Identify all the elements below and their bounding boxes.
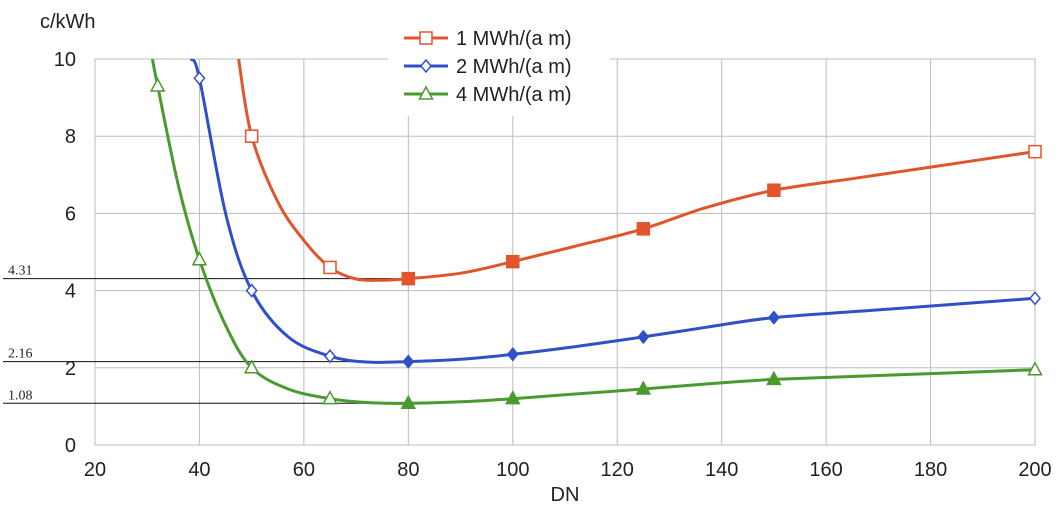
legend-marker xyxy=(420,58,432,74)
annotation-label: 1.08 xyxy=(8,388,33,403)
axis-layer: 20 40 60 80 100 120 140 160 180 200 0 2 4 6 8 10 xyxy=(54,49,1052,481)
x-tick-label: 140 xyxy=(705,459,738,481)
data-point xyxy=(766,370,782,386)
y-tick-label: 2 xyxy=(65,358,76,380)
annotation-layer: 4.31 2.16 1.08 xyxy=(3,264,409,404)
y-axis-title: c/kWh xyxy=(40,11,96,33)
series-line xyxy=(237,59,1036,282)
data-point xyxy=(244,129,259,143)
data-point xyxy=(1027,361,1043,376)
data-point xyxy=(243,359,260,374)
y-tick-label: 6 xyxy=(65,203,76,225)
legend-marker xyxy=(418,85,434,100)
x-tick-label: 60 xyxy=(293,459,315,481)
series-line xyxy=(189,59,1036,364)
data-point xyxy=(636,222,651,236)
data-point xyxy=(635,380,652,395)
data-point xyxy=(506,254,520,269)
data-point xyxy=(767,183,781,197)
legend-marker xyxy=(419,31,433,45)
x-tick-label: 160 xyxy=(809,459,842,481)
y-tick-label: 8 xyxy=(65,126,76,148)
x-tick-label: 200 xyxy=(1018,459,1051,481)
data-point xyxy=(767,310,780,325)
legend-label: 1 MWh/(a m) xyxy=(456,28,572,50)
data-point xyxy=(505,390,521,405)
annotation-label: 2.16 xyxy=(8,347,33,362)
data-point xyxy=(193,71,206,86)
x-tick-label: 120 xyxy=(601,459,634,481)
series-1 xyxy=(237,59,1036,282)
x-tick-label: 80 xyxy=(397,459,419,481)
x-tick-label: 100 xyxy=(496,459,529,481)
data-point xyxy=(1029,291,1041,306)
data-point xyxy=(506,347,519,362)
data-point xyxy=(637,329,650,345)
data-point xyxy=(402,354,415,369)
series-line xyxy=(150,59,1036,405)
legend-label: 2 MWh/(a m) xyxy=(456,56,572,78)
annotation-label: 4.31 xyxy=(8,264,33,279)
legend: 1 MWh/(a m) 2 MWh/(a m) 4 MWh/(a m) xyxy=(388,22,610,116)
series-2-markers xyxy=(193,71,1041,369)
series-layer xyxy=(149,59,1043,410)
data-point xyxy=(1028,144,1042,159)
legend-label: 4 MWh/(a m) xyxy=(456,84,572,106)
data-point xyxy=(322,390,338,405)
data-point xyxy=(324,349,336,364)
data-point xyxy=(323,260,337,275)
y-tick-label: 0 xyxy=(65,435,76,457)
series-3-markers xyxy=(149,77,1043,410)
x-tick-label: 40 xyxy=(188,459,210,481)
y-tick-label: 10 xyxy=(54,49,76,71)
series-2 xyxy=(189,59,1036,364)
series-3 xyxy=(150,59,1036,405)
y-tick-label: 4 xyxy=(65,281,76,303)
x-tick-label: 180 xyxy=(914,459,947,481)
data-point xyxy=(401,271,416,286)
data-point xyxy=(149,77,166,92)
series-1-markers xyxy=(244,129,1042,286)
x-tick-label: 20 xyxy=(84,459,106,481)
data-point xyxy=(245,283,258,298)
data-point xyxy=(400,394,417,410)
data-point xyxy=(191,251,208,266)
x-axis-title: DN xyxy=(551,484,580,506)
